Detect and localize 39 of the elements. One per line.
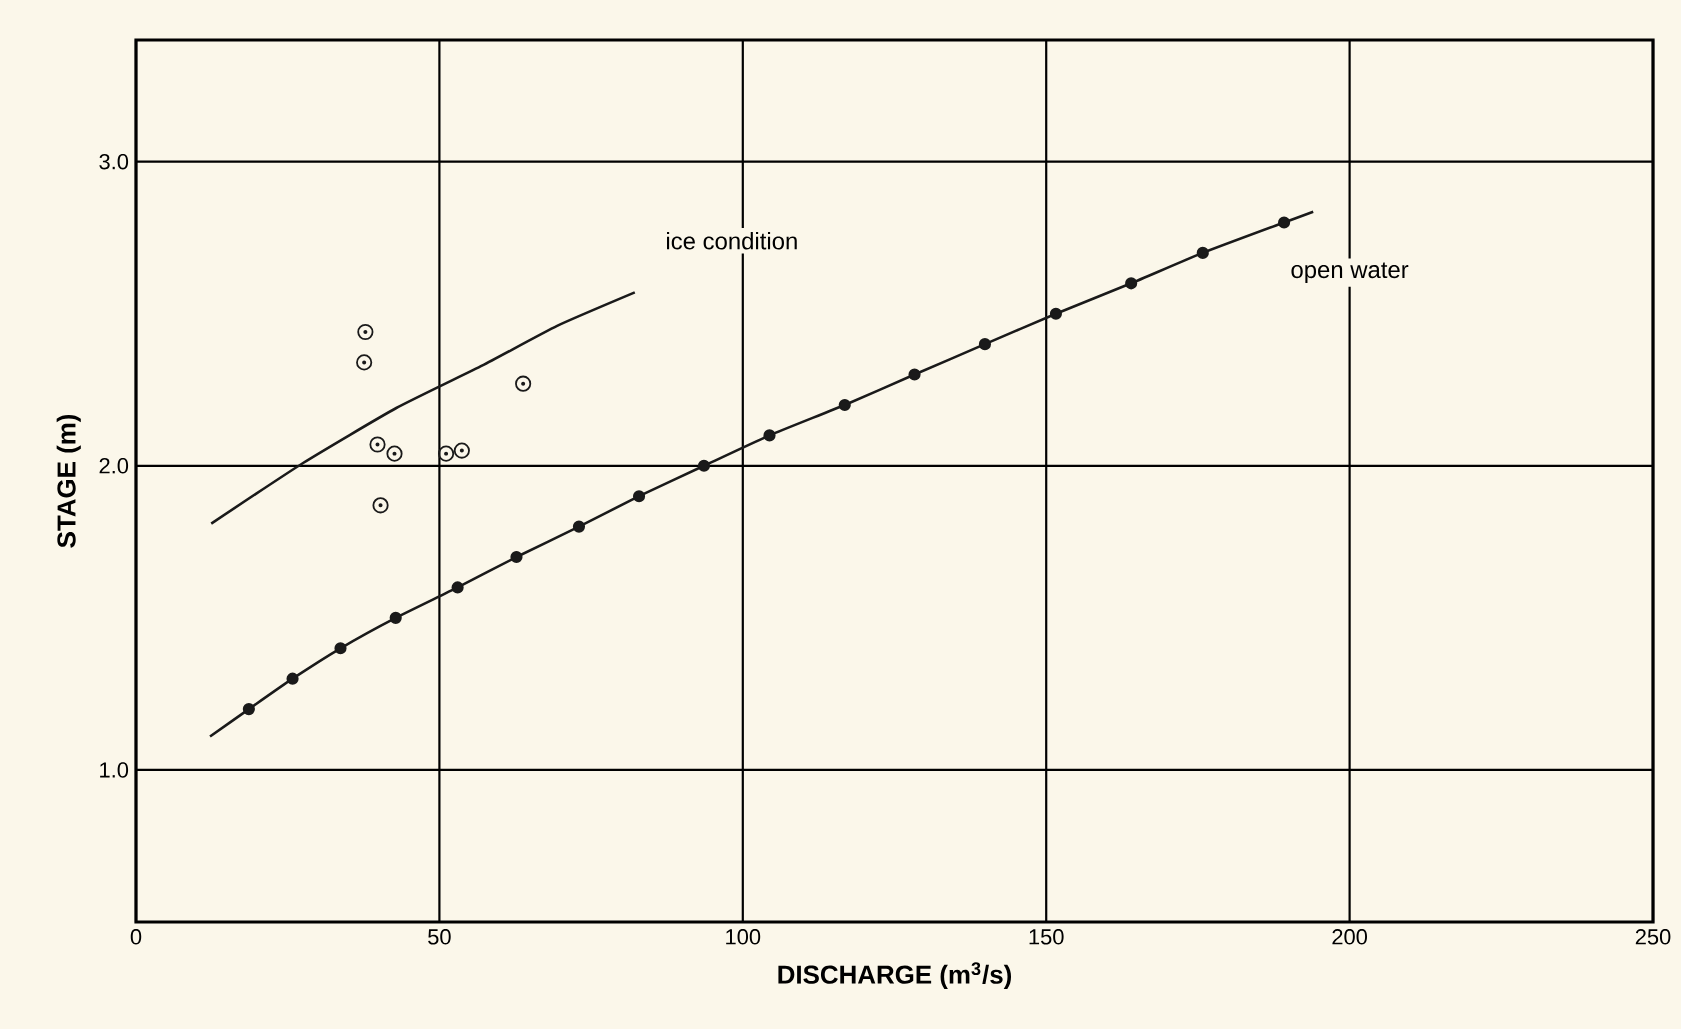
point [389, 611, 402, 624]
point [515, 375, 532, 392]
x-tick-label: 100 [726, 929, 761, 945]
point [510, 550, 523, 564]
x-tick-label: 0 [130, 929, 142, 945]
point [908, 368, 921, 381]
point [1049, 307, 1062, 320]
point [334, 642, 347, 655]
series-label: open water [1291, 262, 1409, 283]
point [356, 354, 373, 371]
point [451, 581, 464, 594]
point [838, 398, 851, 412]
point [242, 703, 255, 716]
point [572, 520, 586, 533]
point [1278, 216, 1291, 229]
line-series [209, 291, 637, 525]
point [357, 323, 374, 341]
x-tick-label: 250 [1635, 929, 1671, 945]
y-tick-label: 3.0 [99, 153, 129, 170]
point [1196, 246, 1209, 259]
y-axis-title: STAGE (m) [56, 414, 81, 548]
y-tick-label: 2.0 [99, 458, 129, 474]
point [438, 445, 455, 462]
point [369, 436, 386, 453]
point [386, 445, 403, 462]
y-tick-label: 1.0 [100, 762, 129, 778]
text: ice condition [667, 231, 797, 250]
x-tick-label: 50 [428, 929, 451, 945]
x-tick-label: 200 [1332, 929, 1368, 945]
point [697, 459, 711, 472]
point [372, 497, 389, 514]
x-tick-label: 150 [1029, 929, 1064, 945]
point [978, 338, 991, 351]
point [1125, 277, 1138, 290]
point [286, 672, 299, 685]
point [632, 490, 646, 503]
point [453, 442, 470, 459]
x-axis-title: DISCHARGE (m$^{3}$/s) [778, 962, 1012, 989]
point [763, 429, 776, 442]
